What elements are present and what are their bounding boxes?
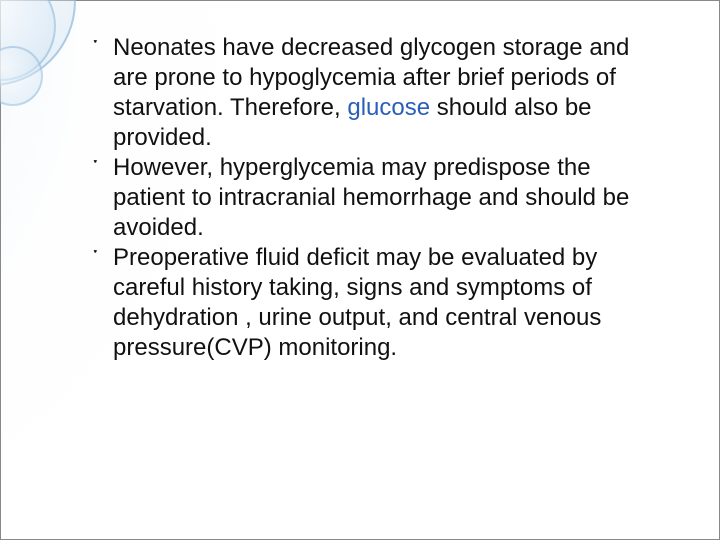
highlight-text: glucose: [347, 94, 430, 121]
bullet-item: ་ However, hyperglycemia may predispose …: [93, 153, 663, 243]
bullet-text: Preoperative fluid deficit may be evalua…: [113, 243, 663, 363]
body-text: However, hyperglycemia may predispose th…: [113, 154, 629, 241]
bullet-text: Neonates have decreased glycogen storage…: [113, 33, 663, 153]
bullet-list: ་Neonates have decreased glycogen storag…: [93, 33, 663, 363]
body-text: Preoperative fluid deficit may be evalua…: [113, 244, 601, 361]
bullet-item: ་Neonates have decreased glycogen storag…: [93, 33, 663, 153]
slide: ་Neonates have decreased glycogen storag…: [0, 0, 720, 540]
bullet-item: ་ Preoperative fluid deficit may be eval…: [93, 243, 663, 363]
content-area: ་Neonates have decreased glycogen storag…: [93, 33, 663, 363]
bullet-text: However, hyperglycemia may predispose th…: [113, 153, 663, 243]
